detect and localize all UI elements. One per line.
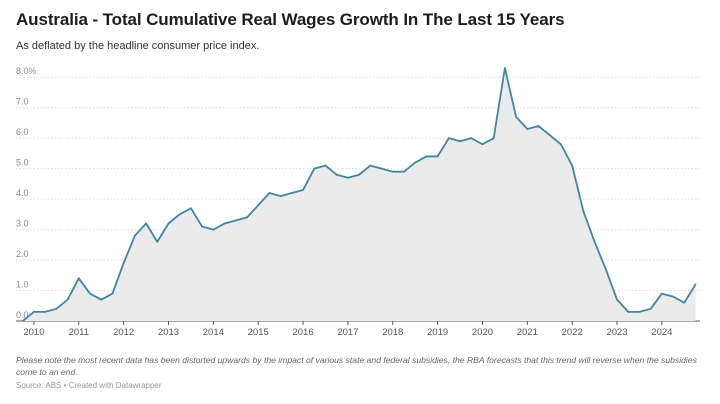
footnote: Please note the most recent data has bee… [16, 355, 697, 377]
data-point [526, 128, 529, 130]
data-point [492, 137, 495, 140]
data-point [223, 222, 226, 225]
data-point [369, 164, 372, 167]
data-point [481, 143, 484, 146]
data-point [66, 298, 69, 301]
data-point [470, 137, 473, 140]
y-tick-label: 3.0 [16, 219, 29, 229]
chart-title: Australia - Total Cumulative Real Wages … [16, 10, 565, 29]
y-tick-label: 1.0 [16, 280, 29, 290]
data-point [268, 192, 271, 194]
data-point [582, 210, 585, 213]
data-point [447, 137, 450, 140]
data-point [178, 213, 181, 216]
data-point [77, 277, 80, 280]
x-tick-label: 2013 [158, 327, 179, 338]
data-point [122, 262, 125, 265]
data-point [313, 167, 316, 170]
data-point [156, 240, 159, 243]
x-tick-label: 2017 [337, 327, 358, 338]
y-tick-label: 6.0 [16, 127, 29, 137]
data-point [425, 155, 428, 158]
data-point [380, 167, 383, 170]
data-point [290, 192, 293, 194]
data-point [167, 222, 170, 225]
data-point [190, 207, 192, 210]
data-point [616, 298, 618, 301]
data-point [604, 268, 607, 271]
data-point [111, 292, 114, 295]
x-tick-label: 2015 [248, 327, 269, 338]
y-tick-label: 4.0 [16, 188, 29, 198]
x-tick-label: 2014 [203, 327, 224, 338]
y-tick-label: 7.0 [16, 97, 29, 107]
data-point [459, 140, 461, 143]
data-point [212, 228, 215, 231]
data-point [515, 115, 518, 118]
data-point [627, 310, 630, 313]
data-point [593, 240, 596, 243]
data-point [302, 189, 304, 191]
x-tick-label: 2022 [562, 327, 583, 338]
data-point [21, 320, 24, 322]
x-tick-label: 2019 [427, 327, 448, 338]
data-point [571, 164, 574, 167]
data-point [55, 307, 58, 310]
x-tick-label: 2016 [292, 327, 313, 338]
data-point [503, 67, 506, 69]
data-point [246, 216, 248, 219]
data-point [414, 161, 417, 164]
data-point [335, 173, 338, 176]
data-point [358, 173, 361, 176]
data-point [683, 301, 686, 304]
data-point [145, 222, 147, 225]
x-tick-label: 2011 [69, 327, 89, 338]
data-point [391, 170, 394, 173]
x-axis-ticks: 2010 2011 2012 2013 2014 2015 2016 2017 2018 2019… [23, 321, 672, 338]
x-tick-label: 2023 [606, 327, 627, 338]
data-point [324, 164, 327, 167]
data-point [257, 204, 260, 207]
data-point [100, 298, 103, 301]
data-point [44, 310, 47, 313]
y-axis-ticks: 0.0 1.0 2.0 3.0 4.0 5.0 6.0 7.0 8.0% [16, 66, 37, 320]
x-tick-label: 2010 [23, 327, 44, 338]
data-point [436, 155, 439, 158]
x-tick-label: 2024 [651, 327, 672, 338]
data-point [560, 143, 562, 146]
area-fill [22, 68, 696, 321]
data-point [548, 134, 551, 137]
chart-subtitle: As deflated by the headline consumer pri… [16, 40, 260, 52]
source-credit: Source: ABS • Created with Datawrapper [16, 381, 162, 390]
x-tick-label: 2012 [113, 327, 134, 338]
x-tick-label: 2020 [472, 327, 493, 338]
data-point [638, 310, 641, 313]
data-point [89, 292, 91, 295]
data-point [694, 283, 697, 286]
data-point [347, 176, 349, 179]
data-point [672, 295, 674, 298]
data-point [133, 234, 136, 237]
y-tick-label: 5.0 [16, 158, 29, 168]
y-tick-label: 8.0% [16, 66, 37, 76]
data-point [33, 310, 35, 313]
x-tick-label: 2018 [382, 327, 403, 338]
x-tick-label: 2021 [517, 327, 538, 338]
data-point [201, 225, 204, 228]
data-point [649, 307, 652, 310]
data-point [660, 292, 663, 295]
y-tick-label: 2.0 [16, 249, 29, 259]
data-point [403, 170, 405, 173]
data-point [234, 219, 237, 222]
data-point [537, 125, 540, 127]
data-points [21, 67, 697, 322]
y-tick-label: 0.0 [16, 310, 29, 320]
data-point [279, 195, 282, 197]
